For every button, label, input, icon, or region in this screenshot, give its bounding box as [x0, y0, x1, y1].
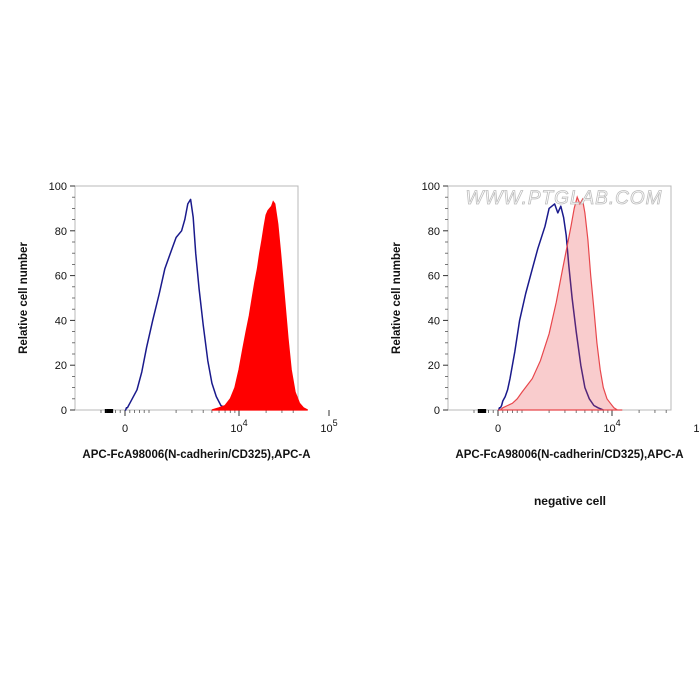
series-sample-area	[211, 200, 308, 411]
x-tick-label: 105	[320, 418, 337, 435]
y-axis-title: Relative cell number	[391, 242, 403, 354]
x-axis-title: APC-FcA98006(N-cadherin/CD325),APC-A	[82, 449, 310, 461]
y-tick-label: 0	[434, 405, 440, 417]
y-axis-title: Relative cell number	[18, 242, 30, 354]
histogram-panel-right: 0 20 40 60 80 100 0 104 105 APC-FcA98006(N-cadher…	[391, 181, 700, 461]
x-axis-title: APC-FcA98006(N-cadherin/CD325),APC-A	[455, 449, 683, 461]
y-tick-label: 100	[422, 181, 440, 193]
y-tick-label: 40	[428, 315, 440, 327]
histogram-panel-left: 0 20 40 60 80 100 0 104 105 APC-FcA98006(N-cadher…	[18, 181, 338, 461]
plot-frame	[447, 185, 672, 411]
x-tick-exponent: 5	[333, 418, 338, 428]
series-control-line	[124, 198, 231, 411]
caption-negative-cell: negative cell	[534, 494, 606, 508]
x-tick-label: 104	[603, 418, 620, 435]
series-sample-area	[498, 195, 623, 411]
watermark: WWW.PTGLAB.COM	[466, 188, 663, 209]
x-tick-label: 0	[122, 423, 128, 435]
y-tick-label: 60	[55, 271, 67, 283]
y-tick-label: 40	[55, 315, 67, 327]
y-tick-label: 100	[49, 181, 67, 193]
x-tick-label: 104	[230, 418, 247, 435]
y-tick-label: 80	[428, 226, 440, 238]
x-tick-label: 0	[495, 423, 501, 435]
y-tick-label: 20	[55, 360, 67, 372]
x-tick-exponent: 4	[243, 418, 248, 428]
series-control-line	[497, 203, 604, 411]
y-tick-label: 20	[428, 360, 440, 372]
x-tick-exponent: 4	[616, 418, 621, 428]
y-tick-label: 60	[428, 271, 440, 283]
y-tick-label: 0	[61, 405, 67, 417]
y-tick-label: 80	[55, 226, 67, 238]
x-tick-label: 105	[693, 418, 700, 435]
